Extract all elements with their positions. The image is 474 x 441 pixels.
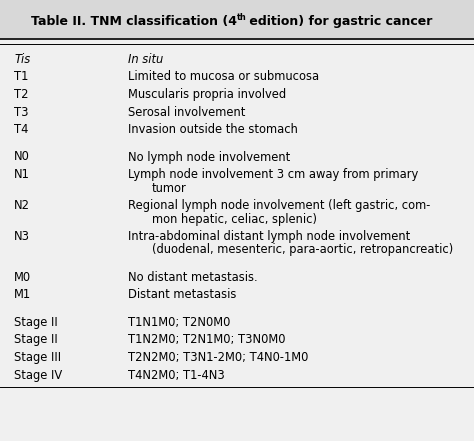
Text: Stage IV: Stage IV: [14, 369, 63, 381]
Text: T3: T3: [14, 105, 29, 119]
Text: N3: N3: [14, 230, 30, 243]
Text: Serosal involvement: Serosal involvement: [128, 105, 246, 119]
Text: mon hepatic, celiac, splenic): mon hepatic, celiac, splenic): [152, 213, 317, 225]
Text: Limited to mucosa or submucosa: Limited to mucosa or submucosa: [128, 71, 319, 83]
Text: T1N2M0; T2N1M0; T3N0M0: T1N2M0; T2N1M0; T3N0M0: [128, 333, 285, 347]
Text: tumor: tumor: [152, 182, 186, 194]
Text: Table II. TNM classification (4: Table II. TNM classification (4: [31, 15, 237, 27]
Text: (duodenal, mesenteric, para-aortic, retropancreatic): (duodenal, mesenteric, para-aortic, retr…: [152, 243, 453, 257]
Text: Invasion outside the stomach: Invasion outside the stomach: [128, 123, 298, 136]
Text: Muscularis propria involved: Muscularis propria involved: [128, 88, 286, 101]
Text: N1: N1: [14, 168, 30, 181]
Text: T4N2M0; T1-4N3: T4N2M0; T1-4N3: [128, 369, 225, 381]
Text: Intra-abdominal distant lymph node involvement: Intra-abdominal distant lymph node invol…: [128, 230, 410, 243]
Text: Regional lymph node involvement (left gastric, com-: Regional lymph node involvement (left ga…: [128, 199, 430, 212]
Text: Distant metastasis: Distant metastasis: [128, 288, 237, 302]
Text: In situ: In situ: [128, 53, 163, 66]
Text: No distant metastasis.: No distant metastasis.: [128, 271, 257, 284]
Text: T1: T1: [14, 71, 28, 83]
Text: T2: T2: [14, 88, 29, 101]
Text: T4: T4: [14, 123, 28, 136]
Text: Lymph node involvement 3 cm away from primary: Lymph node involvement 3 cm away from pr…: [128, 168, 418, 181]
Text: No lymph node involvement: No lymph node involvement: [128, 150, 290, 164]
Text: M1: M1: [14, 288, 31, 302]
Text: T2N2M0; T3N1-2M0; T4N0-1M0: T2N2M0; T3N1-2M0; T4N0-1M0: [128, 351, 309, 364]
Text: M0: M0: [14, 271, 31, 284]
Text: Stage II: Stage II: [14, 316, 58, 329]
Text: edition) for gastric cancer: edition) for gastric cancer: [245, 15, 432, 27]
Text: Stage II: Stage II: [14, 333, 58, 347]
Text: Tis: Tis: [14, 53, 30, 66]
Text: th: th: [237, 12, 247, 22]
Text: T1N1M0; T2N0M0: T1N1M0; T2N0M0: [128, 316, 230, 329]
Text: N0: N0: [14, 150, 30, 164]
Bar: [0, 0, 474, 38]
Text: N2: N2: [14, 199, 30, 212]
Text: Stage III: Stage III: [14, 351, 61, 364]
